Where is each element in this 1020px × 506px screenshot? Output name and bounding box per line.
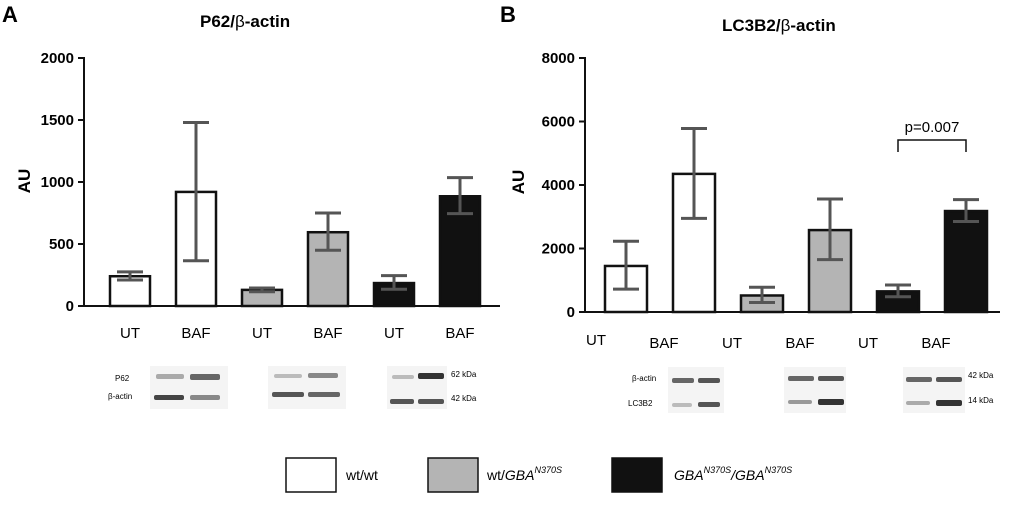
y-tick-label: 500 (49, 236, 74, 253)
blot-band (936, 377, 962, 382)
y-tick-label: 1000 (41, 174, 74, 191)
blot-b-image-2 (784, 367, 846, 413)
blot-band (274, 374, 302, 378)
blot-band (308, 392, 340, 397)
category-label: UT (384, 325, 404, 342)
p-value-label: p=0.007 (905, 119, 960, 136)
blot-band (390, 399, 414, 404)
blot-band (788, 376, 814, 381)
blot-b-kda-14: 14 kDa (968, 396, 994, 405)
chart-a: 0 500 1000 1500 2000 AU UT BAF UT BAF UT BAF (15, 50, 500, 342)
blot-b-label-lc3b2: LC3B2 (628, 399, 653, 408)
blot-b-image-3 (903, 367, 965, 413)
blot-a-label-p62: P62 (115, 374, 130, 383)
blot-band (906, 401, 930, 405)
blot-band (818, 399, 844, 405)
y-axis-label-a: AU (15, 169, 34, 194)
category-label: BAF (445, 325, 474, 342)
panel-a-title: P62/β-actin (200, 12, 290, 31)
legend-label-gba-gba: GBAN370S/GBAN370S (674, 465, 792, 483)
y-axis-label-b: AU (509, 170, 528, 195)
legend-label-wt-wt: wt/wt (345, 467, 378, 483)
blot-band (672, 378, 694, 383)
category-label: BAF (649, 335, 678, 352)
chart-b: 0 2000 4000 6000 8000 AU UT BAF UT BAF UT BAF p=0.00… (509, 50, 1000, 352)
y-tick-label: 1500 (41, 112, 74, 129)
y-tick-label: 4000 (542, 177, 575, 194)
significance-bracket (897, 139, 967, 152)
blot-band (936, 400, 962, 406)
category-label: BAF (181, 325, 210, 342)
legend-swatch-wt-wt (285, 457, 337, 493)
y-tick-label: 2000 (41, 50, 74, 67)
category-label: BAF (785, 335, 814, 352)
blot-band (818, 376, 844, 381)
y-tick-label: 0 (66, 298, 74, 315)
bar-b-5 (943, 209, 989, 314)
blot-band (272, 392, 304, 397)
blot-a-image-2 (268, 366, 346, 409)
blot-band (190, 374, 220, 380)
blot-a-image-1 (150, 366, 228, 409)
blot-b-kda-42: 42 kDa (968, 371, 994, 380)
y-tick-label: 0 (567, 304, 575, 321)
blot-band (698, 402, 720, 407)
legend-swatch-wt-gba (427, 457, 479, 493)
y-tick-label: 6000 (542, 114, 575, 131)
category-label: UT (722, 335, 742, 352)
blot-band (418, 399, 444, 404)
blot-band (906, 377, 932, 382)
category-label: UT (586, 332, 606, 349)
blot-band (698, 378, 720, 383)
legend-label-wt-gba: wt/GBAN370S (486, 465, 562, 483)
blot-band (672, 403, 692, 407)
panel-b-letter: B (500, 2, 516, 27)
blot-panel-a: P62 β-actin 62 kDa 42 kDa (108, 366, 477, 409)
legend-swatch-gba-gba (611, 457, 663, 493)
panel-a-letter: A (2, 2, 18, 27)
blot-band (308, 373, 338, 378)
category-label: UT (120, 325, 140, 342)
blot-band (156, 374, 184, 379)
blot-a-label-actin: β-actin (108, 392, 132, 401)
blot-a-kda-42: 42 kDa (451, 394, 477, 403)
panel-b-title: LC3B2/β-actin (722, 16, 836, 35)
legend: wt/wt wt/GBAN370S GBAN370S/GBAN370S (285, 457, 792, 493)
blot-a-kda-62: 62 kDa (451, 370, 477, 379)
blot-band (154, 395, 184, 400)
blot-band (418, 373, 444, 379)
y-tick-label: 2000 (542, 241, 575, 258)
blot-b-label-actin: β-actin (632, 374, 656, 383)
blot-panel-b: β-actin LC3B2 42 kDa 14 kDa (628, 367, 994, 413)
category-label: UT (252, 325, 272, 342)
y-tick-label: 8000 (542, 50, 575, 67)
blot-band (392, 375, 414, 379)
blot-band (190, 395, 220, 400)
blot-band (788, 400, 812, 404)
category-label: BAF (921, 335, 950, 352)
category-label: UT (858, 335, 878, 352)
category-label: BAF (313, 325, 342, 342)
